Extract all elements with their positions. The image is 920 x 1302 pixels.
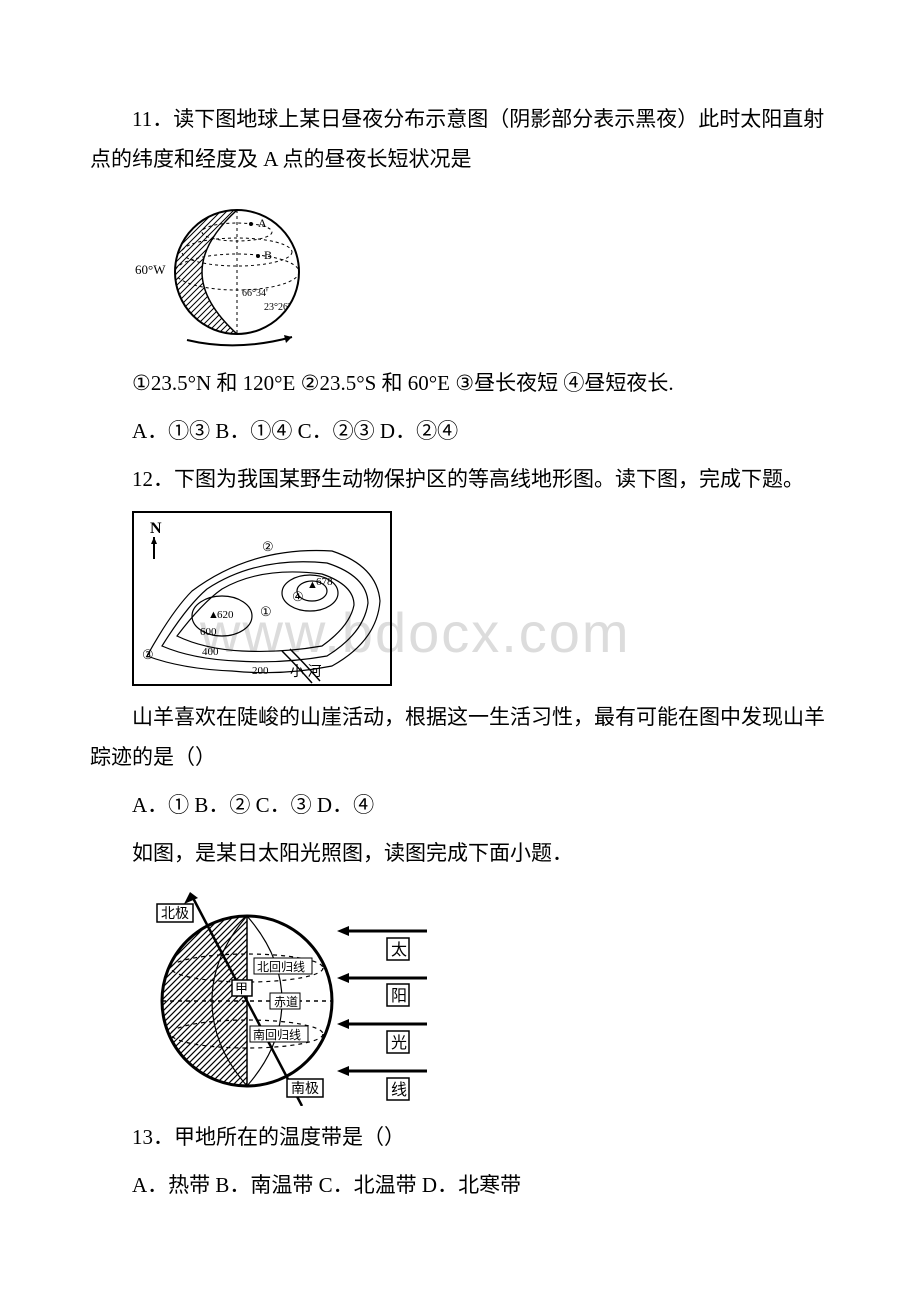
q13-stem: 13．甲地所在的温度带是（） (90, 1118, 830, 1158)
svg-text:③: ③ (142, 647, 154, 662)
svg-text:南极: 南极 (291, 1081, 319, 1097)
svg-text:678: 678 (316, 576, 333, 588)
svg-text:甲: 甲 (235, 981, 248, 996)
q11-choices: A．①③ B．①④ C．②③ D．②④ (90, 412, 830, 452)
q11-stem: 11．读下图地球上某日昼夜分布示意图（阴影部分表示黑夜）此时太阳直射点的纬度和经… (90, 100, 830, 180)
svg-text:光: 光 (391, 1034, 407, 1052)
q12-desc: 山羊喜欢在陡峻的山崖活动，根据这一生活习性，最有可能在图中发现山羊踪迹的是（） (90, 698, 830, 778)
svg-text:400: 400 (202, 646, 219, 658)
q12-figure: N ▲ 620 ▲ 678 600 400 200 小 河 ① ② ③ ④ (132, 511, 830, 686)
svg-text:600: 600 (200, 626, 217, 638)
q13-figure: 北极 南极 北回归线 赤道 南回归线 甲 太 阳 光 线 (132, 886, 830, 1106)
svg-text:66°34': 66°34' (242, 288, 268, 299)
svg-text:N: N (150, 520, 162, 537)
svg-text:23°26': 23°26' (264, 302, 290, 313)
svg-text:200: 200 (252, 665, 269, 677)
svg-text:B: B (264, 248, 272, 262)
svg-text:南回归线: 南回归线 (253, 1027, 301, 1042)
svg-text:太: 太 (391, 941, 407, 959)
svg-text:北极: 北极 (161, 906, 189, 922)
svg-text:线: 线 (391, 1081, 407, 1099)
q13-intro: 如图，是某日太阳光照图，读图完成下面小题． (90, 834, 830, 874)
svg-text:小 河: 小 河 (290, 664, 322, 680)
q11-options: ①23.5°N 和 120°E ②23.5°S 和 60°E ③昼长夜短 ④昼短… (90, 364, 830, 404)
svg-text:④: ④ (292, 589, 304, 604)
q13-choices: A．热带 B．南温带 C．北温带 D．北寒带 (90, 1166, 830, 1206)
q12-stem: 12．下图为我国某野生动物保护区的等高线地形图。读下图，完成下题。 (90, 460, 830, 500)
svg-text:620: 620 (217, 609, 234, 621)
q12-choices: A．① B．② C．③ D．④ (90, 786, 830, 826)
svg-text:60°W: 60°W (135, 262, 166, 277)
svg-text:阳: 阳 (391, 987, 407, 1005)
svg-text:赤道: 赤道 (274, 995, 298, 1009)
svg-text:①: ① (260, 604, 272, 619)
svg-text:A: A (258, 216, 267, 230)
svg-text:北回归线: 北回归线 (257, 960, 305, 974)
q11-figure: A B 60°W 66°34' 23°26' (132, 192, 830, 352)
svg-text:②: ② (262, 539, 274, 554)
